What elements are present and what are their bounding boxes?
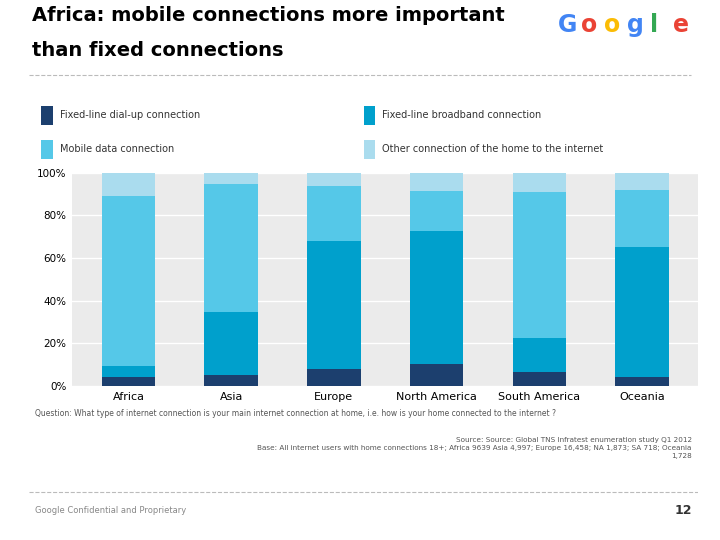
Bar <box>102 377 156 386</box>
Bar <box>41 106 53 125</box>
Text: 12: 12 <box>674 504 692 517</box>
Text: Question: What type of internet connection is your main internet connection at h: Question: What type of internet connecti… <box>35 409 557 418</box>
Text: G: G <box>558 13 577 37</box>
Bar <box>410 173 463 191</box>
Bar <box>204 173 258 184</box>
Bar <box>204 312 258 375</box>
Bar <box>41 140 53 159</box>
Text: e: e <box>673 13 689 37</box>
Bar <box>615 377 669 386</box>
Bar <box>410 364 463 386</box>
Text: o: o <box>581 13 598 37</box>
Bar <box>307 368 361 386</box>
Text: Fixed-line dial-up connection: Fixed-line dial-up connection <box>60 110 200 120</box>
Text: g: g <box>627 13 644 37</box>
Bar <box>513 173 566 192</box>
Bar <box>615 190 669 247</box>
Bar <box>513 338 566 372</box>
Bar <box>410 191 463 231</box>
Bar <box>102 196 156 366</box>
Bar <box>102 173 156 196</box>
Bar <box>364 140 375 159</box>
Bar <box>204 375 258 386</box>
Bar <box>410 231 463 364</box>
Bar <box>513 192 566 338</box>
Text: Index on total population: Index on total population <box>41 80 209 94</box>
Bar <box>307 186 361 241</box>
Bar <box>615 173 669 190</box>
Text: Source: Source: Global TNS Infratest enumeration study Q1 2012
Base: All interne: Source: Source: Global TNS Infratest enu… <box>257 437 692 459</box>
Bar <box>307 173 361 186</box>
Text: than fixed connections: than fixed connections <box>32 40 284 60</box>
Bar <box>615 247 669 377</box>
Bar <box>307 241 361 368</box>
Bar <box>204 184 258 312</box>
Text: o: o <box>604 13 621 37</box>
Text: Google Confidential and Proprietary: Google Confidential and Proprietary <box>35 507 186 516</box>
Text: l: l <box>650 13 658 37</box>
Text: Other connection of the home to the internet: Other connection of the home to the inte… <box>382 144 603 154</box>
Bar <box>513 372 566 386</box>
Text: Mobile data connection: Mobile data connection <box>60 144 174 154</box>
Bar <box>364 106 375 125</box>
Text: Africa: mobile connections more important: Africa: mobile connections more importan… <box>32 6 505 25</box>
Text: Fixed-line broadband connection: Fixed-line broadband connection <box>382 110 541 120</box>
Bar <box>102 366 156 377</box>
